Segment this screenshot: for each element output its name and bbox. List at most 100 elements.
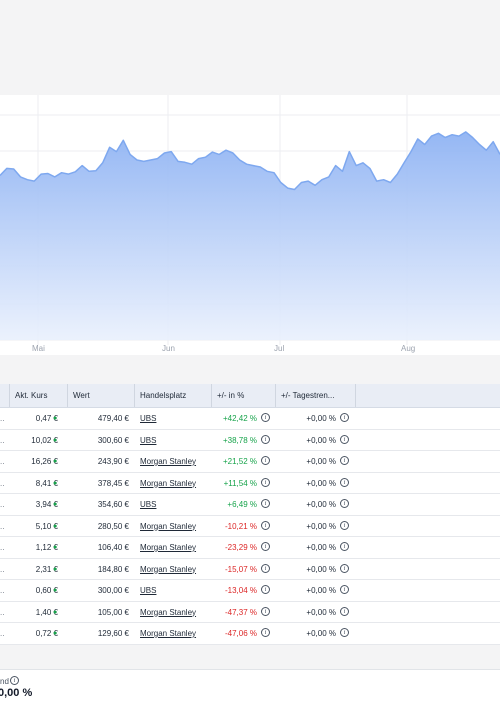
row-truncated-name: .. xyxy=(0,478,5,488)
column-header-wert[interactable]: Wert xyxy=(68,384,135,407)
cell-kurs: 0,72 € xyxy=(35,629,58,638)
column-header-kurs[interactable]: Akt. Kurs xyxy=(10,384,68,407)
x-tick-label: Jul xyxy=(274,344,285,353)
table-row[interactable]: .. 8,41 € ● 378,45 € Morgan Stanley +11,54 % i… xyxy=(0,473,500,494)
star-icon: ● xyxy=(53,587,58,594)
table-row[interactable]: .. 10,02 € ● 300,60 € UBS +38,78 % i +0,00 % i xyxy=(0,430,500,451)
cell-tagestrend: +0,00 % xyxy=(306,500,336,509)
table-row[interactable]: .. 2,31 € ● 184,80 € Morgan Stanley -15,07 % i… xyxy=(0,559,500,580)
info-icon[interactable]: i xyxy=(340,520,349,530)
star-icon: ● xyxy=(53,565,58,573)
cell-handelsplatz-link[interactable]: Morgan Stanley xyxy=(140,629,197,638)
cell-pct-change: -47,37 % xyxy=(224,607,257,617)
cell-wert: 300,00 € xyxy=(97,586,129,595)
cell-handelsplatz-link[interactable]: UBS xyxy=(140,586,157,595)
cell-handelsplatz-link[interactable]: UBS xyxy=(140,500,157,509)
cell-handelsplatz-link[interactable]: Morgan Stanley xyxy=(140,543,197,552)
table-row[interactable]: .. 16,26 € ● 243,90 € Morgan Stanley +21,52 %… xyxy=(0,451,500,473)
info-icon[interactable]: i xyxy=(340,563,349,573)
cell-tagestrend: +0,00 % xyxy=(306,414,336,423)
info-icon[interactable]: i xyxy=(261,434,270,444)
chart-area xyxy=(0,131,500,340)
star-icon: ● xyxy=(53,458,58,465)
cell-kurs: 3,94 € xyxy=(35,500,58,509)
row-truncated-name: .. xyxy=(0,414,5,423)
row-truncated-name: .. xyxy=(0,564,5,574)
row-truncated-name: .. xyxy=(0,500,5,509)
cell-handelsplatz-link[interactable]: Morgan Stanley xyxy=(140,521,197,531)
cell-tagestrend: +0,00 % xyxy=(306,586,336,595)
cell-pct-change: +42,42 % xyxy=(222,414,257,423)
cell-wert: 378,45 € xyxy=(97,478,129,488)
info-icon[interactable]: i xyxy=(261,499,270,508)
table-body: .. 0,47 € ● 479,40 € UBS +42,42 % i +0,00 % i.. 1… xyxy=(0,408,500,645)
cell-handelsplatz-link[interactable]: UBS xyxy=(140,435,157,445)
cell-handelsplatz-link[interactable]: Morgan Stanley xyxy=(140,457,197,466)
info-icon[interactable]: i xyxy=(340,628,349,637)
info-icon[interactable]: i xyxy=(261,563,270,573)
info-icon[interactable]: i xyxy=(261,520,270,530)
column-header-tagestrend[interactable]: +/- Tagestren... xyxy=(276,384,356,407)
star-icon: ● xyxy=(53,608,58,616)
info-icon[interactable]: i xyxy=(10,676,19,685)
info-icon[interactable]: i xyxy=(261,628,270,637)
cell-tagestrend: +0,00 % xyxy=(306,543,336,552)
table-row[interactable]: .. 1,40 € ● 105,00 € Morgan Stanley -47,37 % i… xyxy=(0,602,500,623)
cell-tagestrend: +0,00 % xyxy=(306,521,336,531)
table-row[interactable]: .. 0,72 € ● 129,60 € Morgan Stanley -47,06 % i… xyxy=(0,623,500,645)
cell-handelsplatz-link[interactable]: Morgan Stanley xyxy=(140,564,197,574)
star-icon: ● xyxy=(53,522,58,530)
info-icon[interactable]: i xyxy=(261,542,270,551)
info-icon[interactable]: i xyxy=(340,477,349,487)
cell-wert: 479,40 € xyxy=(97,414,129,423)
chart-line xyxy=(0,131,500,191)
info-icon[interactable]: i xyxy=(261,477,270,487)
info-icon[interactable]: i xyxy=(340,585,349,594)
cell-wert: 280,50 € xyxy=(97,521,129,531)
table-row[interactable]: .. 0,47 € ● 479,40 € UBS +42,42 % i +0,00 % i xyxy=(0,408,500,430)
column-header-lead[interactable] xyxy=(0,384,10,407)
info-icon[interactable]: i xyxy=(261,585,270,594)
x-tick-label: Jun xyxy=(162,344,175,353)
info-icon[interactable]: i xyxy=(340,456,349,465)
cell-pct-change: -47,06 % xyxy=(224,629,257,638)
cell-wert: 129,60 € xyxy=(97,629,129,638)
cell-wert: 300,60 € xyxy=(97,435,129,445)
cell-tagestrend: +0,00 % xyxy=(306,629,336,638)
cell-handelsplatz-link[interactable]: UBS xyxy=(140,414,157,423)
cell-kurs: 2,31 € xyxy=(35,564,58,574)
star-icon: ● xyxy=(53,479,58,487)
column-header-pct[interactable]: +/- in % xyxy=(212,384,276,407)
table-row[interactable]: .. 1,12 € ● 106,40 € Morgan Stanley -23,29 % i… xyxy=(0,537,500,559)
cell-tagestrend: +0,00 % xyxy=(306,564,336,574)
table-row[interactable]: .. 3,94 € ● 354,60 € UBS +6,49 % i +0,00 % i xyxy=(0,494,500,516)
x-tick-label: Aug xyxy=(401,344,416,353)
cell-pct-change: +21,52 % xyxy=(222,457,257,466)
star-icon: ● xyxy=(53,544,58,551)
summary-label: nd xyxy=(0,677,9,686)
info-icon[interactable]: i xyxy=(340,606,349,616)
info-icon[interactable]: i xyxy=(340,542,349,551)
info-icon[interactable]: i xyxy=(340,499,349,508)
table-row[interactable]: .. 5,10 € ● 280,50 € Morgan Stanley -10,21 % i… xyxy=(0,516,500,537)
cell-tagestrend: +0,00 % xyxy=(306,435,336,445)
x-tick-label: Mai xyxy=(32,344,45,353)
positions-table: Akt. Kurs Wert Handelsplatz +/- in % +/-… xyxy=(0,384,500,645)
cell-kurs: 5,10 € xyxy=(35,521,58,531)
cell-pct-change: -10,21 % xyxy=(224,521,257,531)
star-icon: ● xyxy=(53,630,58,637)
info-icon[interactable]: i xyxy=(261,456,270,465)
cell-handelsplatz-link[interactable]: Morgan Stanley xyxy=(140,478,197,488)
summary-footer: nd i 0,00 % xyxy=(0,669,500,706)
cell-handelsplatz-link[interactable]: Morgan Stanley xyxy=(140,607,197,617)
info-icon[interactable]: i xyxy=(261,413,270,422)
row-truncated-name: .. xyxy=(0,521,5,531)
cell-kurs: 10,02 € xyxy=(31,435,58,445)
table-row[interactable]: .. 0,60 € ● 300,00 € UBS -13,04 % i +0,00 % i xyxy=(0,580,500,602)
info-icon[interactable]: i xyxy=(340,434,349,444)
info-icon[interactable]: i xyxy=(340,413,349,422)
row-truncated-name: .. xyxy=(0,586,5,595)
info-icon[interactable]: i xyxy=(261,606,270,616)
cell-tagestrend: +0,00 % xyxy=(306,457,336,466)
column-header-handelsplatz[interactable]: Handelsplatz xyxy=(135,384,212,407)
